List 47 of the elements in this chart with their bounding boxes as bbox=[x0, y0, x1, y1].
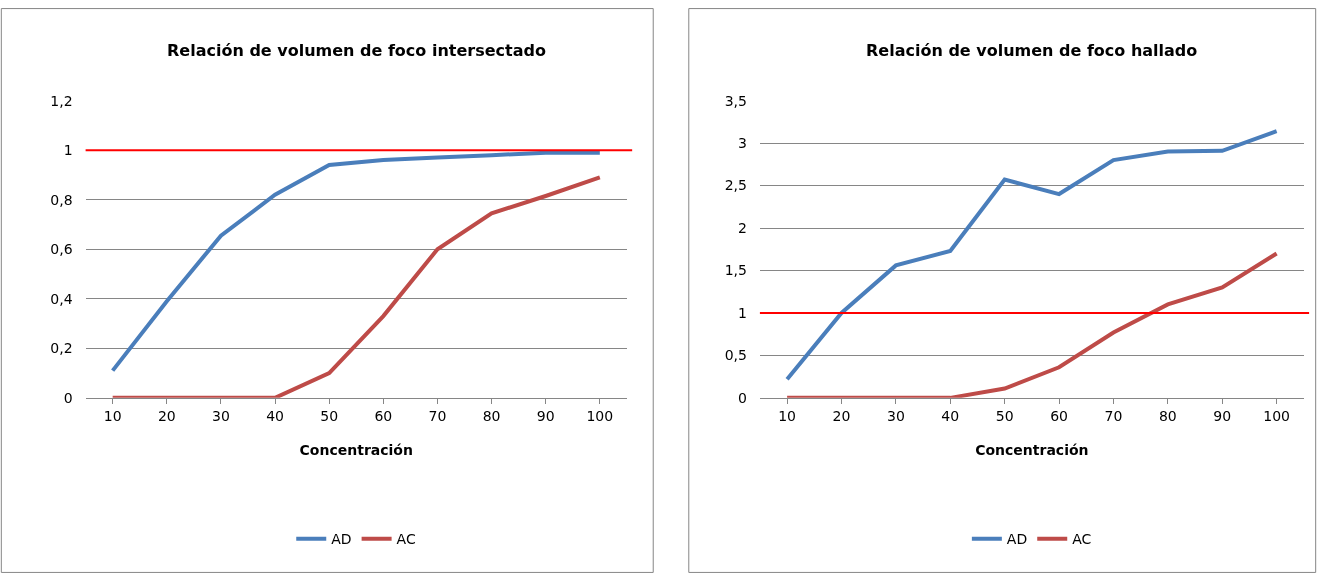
x-axis-title: Concentración bbox=[975, 441, 1089, 458]
y-tick-label: 2,5 bbox=[724, 177, 747, 194]
x-tick-label: 20 bbox=[157, 407, 176, 424]
x-tick-label: 90 bbox=[1213, 407, 1232, 424]
legend-label: AC bbox=[1072, 531, 1092, 548]
y-tick-label: 0,5 bbox=[724, 347, 747, 364]
x-tick-label: 60 bbox=[1050, 407, 1068, 424]
y-tick-label: 2 bbox=[737, 219, 747, 236]
x-tick-label: 50 bbox=[995, 407, 1014, 424]
line-series bbox=[110, 150, 602, 373]
chart-title: Relación de volumen de foco intersectado bbox=[167, 41, 546, 60]
line-series bbox=[785, 251, 1279, 398]
y-tick-label: 1,2 bbox=[50, 92, 73, 109]
x-tick-label: 60 bbox=[374, 407, 393, 424]
x-tick-label: 100 bbox=[586, 407, 614, 424]
y-tick-label: 0,4 bbox=[50, 290, 73, 307]
legend-label: AD bbox=[331, 531, 352, 548]
x-tick-label: 30 bbox=[886, 407, 905, 424]
legend-label: AC bbox=[396, 531, 416, 548]
line-series bbox=[785, 129, 1279, 382]
x-tick-label: 20 bbox=[832, 407, 851, 424]
x-tick-label: 10 bbox=[103, 407, 122, 424]
x-tick-label: 80 bbox=[482, 407, 501, 424]
x-tick-label: 40 bbox=[266, 407, 284, 424]
y-tick-label: 0,6 bbox=[50, 241, 73, 258]
x-tick-label: 10 bbox=[778, 407, 797, 424]
x-tick-label: 70 bbox=[1104, 407, 1123, 424]
y-tick-label: 3 bbox=[737, 135, 747, 152]
x-tick-label: 80 bbox=[1158, 407, 1177, 424]
y-tick-label: 0,8 bbox=[50, 191, 73, 208]
y-tick-label: 3,5 bbox=[724, 92, 747, 109]
x-tick-label: 90 bbox=[536, 407, 555, 424]
x-tick-label: 30 bbox=[212, 407, 230, 424]
chart-title: Relación de volumen de foco hallado bbox=[866, 41, 1198, 60]
y-tick-label: 0 bbox=[63, 389, 73, 406]
y-tick-label: 1 bbox=[63, 142, 73, 159]
legend-label: AD bbox=[1006, 531, 1028, 548]
line-series bbox=[110, 175, 602, 398]
x-tick-label: 50 bbox=[320, 407, 339, 424]
y-tick-label: 1 bbox=[737, 304, 747, 321]
y-tick-label: 1,5 bbox=[724, 262, 747, 279]
x-axis-title: Concentración bbox=[299, 441, 413, 458]
y-tick-label: 0,2 bbox=[50, 340, 73, 357]
y-tick-label: 0 bbox=[737, 389, 747, 406]
x-tick-label: 70 bbox=[428, 407, 447, 424]
x-tick-label: 100 bbox=[1263, 407, 1290, 424]
x-tick-label: 40 bbox=[941, 407, 960, 424]
